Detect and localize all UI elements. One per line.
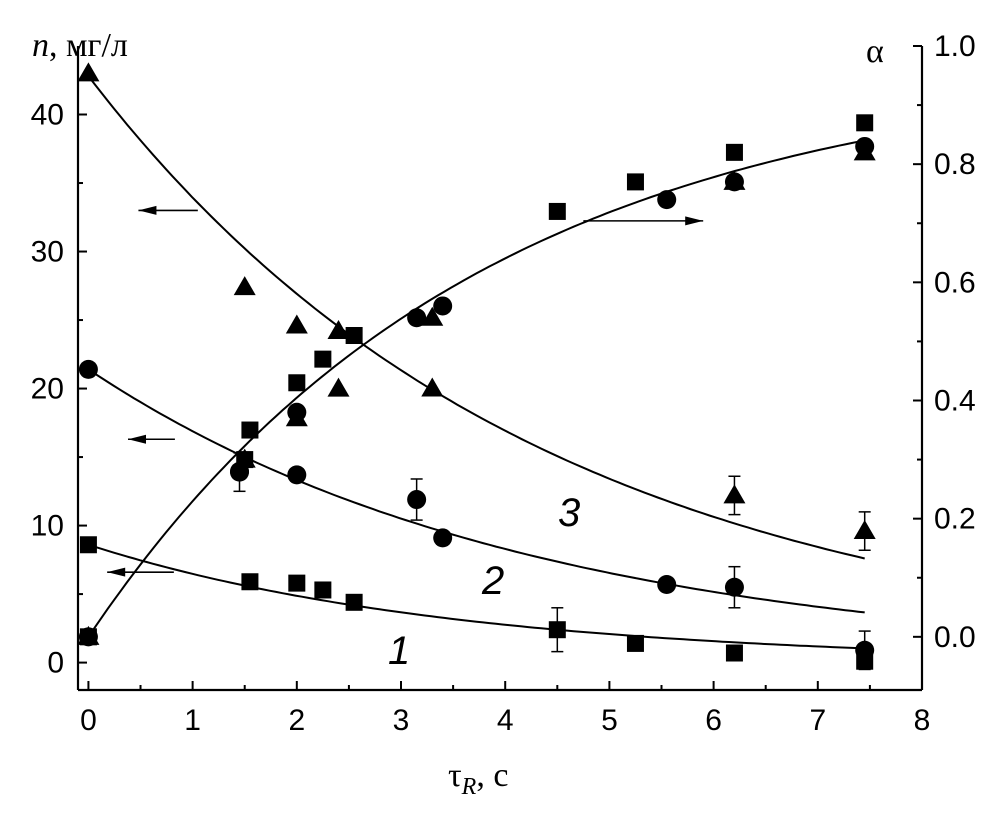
- x-axis-title: τR, с: [448, 757, 508, 800]
- axis-arrows: [107, 205, 704, 577]
- n-point-3: [421, 377, 444, 397]
- y-left-tick-label: 30: [31, 236, 64, 269]
- alpha-point-triangle: [421, 306, 444, 326]
- y-right-tick-label: 1.0: [934, 30, 976, 63]
- alpha-point-triangle: [327, 377, 350, 397]
- x-tick-label: 4: [497, 704, 514, 737]
- y-left-tick-label: 10: [31, 510, 64, 543]
- x-tick-label: 0: [80, 704, 97, 737]
- data-markers: [77, 62, 876, 670]
- n-point-1: [345, 593, 363, 611]
- y-right-tick-label: 0.6: [934, 266, 976, 299]
- x-axis-title-sub: R: [461, 774, 477, 800]
- curve-label-1: 1: [388, 629, 410, 673]
- alpha-point-square: [626, 173, 644, 191]
- n-point-1: [548, 621, 566, 639]
- alpha-point-square: [725, 143, 743, 161]
- alpha-point-circle: [657, 190, 677, 210]
- n-point-3: [327, 320, 350, 340]
- x-tick-label: 2: [288, 704, 305, 737]
- alpha-point-square: [548, 202, 566, 220]
- n-point-2: [78, 359, 98, 379]
- n-fit-curve-3: [87, 75, 865, 560]
- y-left-tick-label: 20: [31, 373, 64, 406]
- y-left-axis-unit: , мг/л: [49, 27, 128, 64]
- y-right-tick-label: 0.8: [934, 148, 976, 181]
- curve-label-2: 2: [481, 559, 504, 603]
- n-point-1: [725, 644, 743, 662]
- n-point-2: [230, 462, 250, 482]
- alpha-point-triangle: [285, 407, 308, 427]
- arrow-head-1: [107, 567, 126, 577]
- n-fit-curve-1: [88, 543, 865, 650]
- alpha-point-triangle: [77, 625, 100, 645]
- n-point-2: [724, 577, 744, 597]
- x-tick-label: 8: [914, 704, 931, 737]
- y-left-axis-title: n, мг/л: [32, 27, 128, 64]
- n-point-1: [241, 573, 259, 591]
- n-point-1: [288, 574, 306, 592]
- x-axis-title-unit: , с: [476, 757, 508, 794]
- x-tick-label: 1: [184, 704, 201, 737]
- alpha-point-circle: [407, 308, 427, 328]
- alpha-point-square: [241, 421, 259, 439]
- arrow-head-3: [138, 205, 157, 215]
- n-point-3: [77, 62, 100, 82]
- y-left-axis-var: n: [32, 27, 49, 64]
- alpha-point-triangle: [853, 141, 876, 161]
- alpha-point-triangle: [723, 170, 746, 190]
- y-right-tick-label: 0.4: [934, 384, 976, 417]
- y-left-tick-label: 0: [47, 647, 64, 680]
- alpha-point-square: [288, 374, 306, 392]
- y-right-axis-title: α: [866, 33, 884, 70]
- n-point-2: [407, 490, 427, 510]
- x-axis-title-main: τ: [448, 757, 462, 794]
- y-left-axis-ticks: 0 10 20 30 40: [31, 99, 87, 680]
- alpha-point-square: [314, 350, 332, 368]
- x-tick-label: 6: [705, 704, 722, 737]
- fit-curves: [87, 75, 865, 650]
- n-point-2: [433, 528, 453, 548]
- n-point-3: [723, 484, 746, 504]
- alpha-point-circle: [433, 296, 453, 316]
- n-point-1: [79, 536, 97, 554]
- n-point-3: [285, 314, 308, 334]
- y-right-tick-label: 0.2: [934, 503, 976, 536]
- arrow-head-alpha: [685, 216, 704, 226]
- n-point-2: [855, 640, 875, 660]
- n-point-3: [853, 520, 876, 540]
- y-left-tick-label: 40: [31, 99, 64, 132]
- x-tick-label: 7: [809, 704, 826, 737]
- curve-label-3: 3: [558, 491, 580, 535]
- y-right-tick-label: 0.0: [934, 621, 976, 654]
- y-right-axis-ticks: 0.0 0.2 0.4 0.6 0.8 1.0: [913, 30, 976, 654]
- x-axis-ticks: 0 1 2 3 4 5 6 7 8: [80, 681, 930, 737]
- n-point-2: [657, 574, 677, 594]
- n-point-2: [287, 465, 307, 485]
- x-tick-label: 5: [601, 704, 618, 737]
- alpha-fit-curve: [87, 139, 865, 638]
- alpha-point-square: [856, 114, 874, 132]
- arrow-head-2: [128, 434, 147, 444]
- n-point-1: [314, 581, 332, 599]
- x-tick-label: 3: [393, 704, 410, 737]
- n-point-3: [233, 276, 256, 296]
- alpha-point-square: [345, 327, 363, 345]
- n-point-1: [626, 634, 644, 652]
